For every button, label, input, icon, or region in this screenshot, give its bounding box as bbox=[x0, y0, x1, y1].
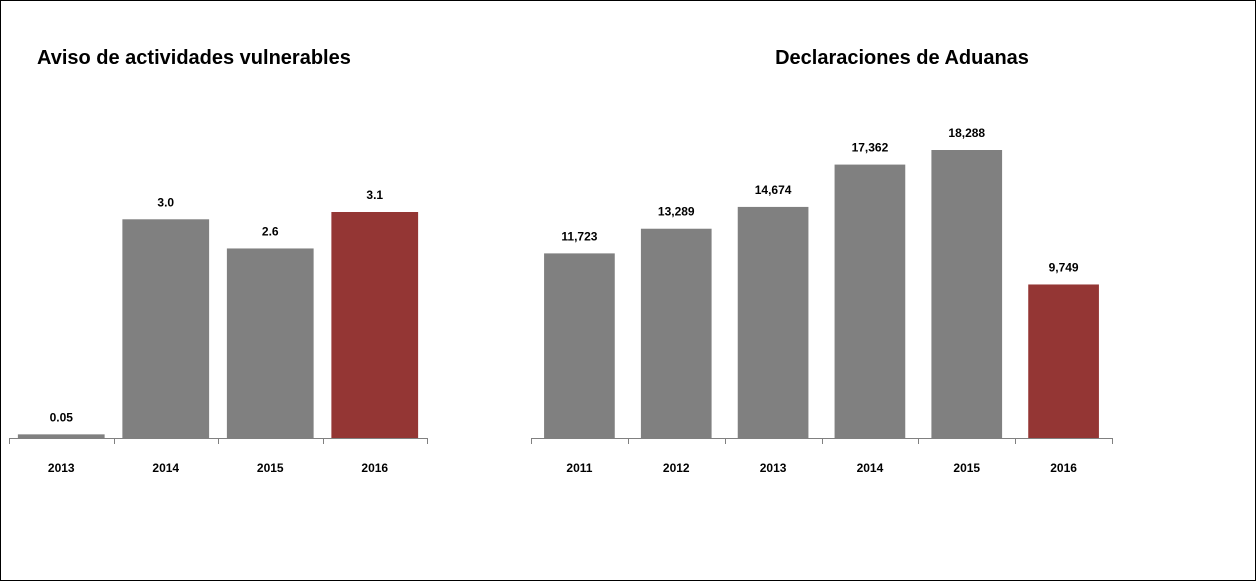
data-label-aduanas: 17,362 bbox=[852, 141, 889, 155]
chart-title-aduanas: Declaraciones de Aduanas bbox=[775, 47, 1029, 69]
x-tick-label-aduanas: 2011 bbox=[566, 461, 592, 475]
bar-aviso-2014 bbox=[122, 219, 210, 438]
bar-aviso-2016 bbox=[331, 212, 419, 438]
data-label-aviso: 3.1 bbox=[366, 188, 383, 202]
data-label-aviso: 3.0 bbox=[157, 195, 174, 209]
x-tick-label-aduanas: 2012 bbox=[663, 461, 690, 475]
x-tick-label-aduanas: 2016 bbox=[1050, 461, 1077, 475]
data-label-aviso: 2.6 bbox=[262, 224, 279, 238]
x-tick-label-aviso: 2014 bbox=[152, 461, 179, 475]
bar-aduanas-2014 bbox=[834, 164, 906, 438]
data-label-aviso: 0.05 bbox=[50, 410, 74, 424]
data-label-aduanas: 14,674 bbox=[755, 183, 792, 197]
bar-aduanas-2013 bbox=[737, 206, 809, 438]
x-tick-label-aduanas: 2015 bbox=[953, 461, 980, 475]
data-label-aduanas: 13,289 bbox=[658, 205, 695, 219]
x-tick-label-aduanas: 2014 bbox=[857, 461, 884, 475]
x-tick-label-aduanas: 2013 bbox=[760, 461, 787, 475]
x-tick-label-aviso: 2015 bbox=[257, 461, 284, 475]
bar-aduanas-2016 bbox=[1028, 284, 1099, 438]
x-tick-label-aviso: 2016 bbox=[361, 461, 388, 475]
bar-aduanas-2012 bbox=[640, 228, 712, 438]
x-tick-label-aviso: 2013 bbox=[48, 461, 75, 475]
chart-title-aviso: Aviso de actividades vulnerables bbox=[37, 47, 351, 69]
bar-aviso-2015 bbox=[226, 248, 314, 438]
data-label-aduanas: 9,749 bbox=[1049, 260, 1079, 274]
bar-aduanas-2011 bbox=[544, 253, 615, 438]
data-label-aduanas: 11,723 bbox=[561, 229, 597, 243]
bar-aviso-2013 bbox=[17, 434, 105, 438]
bar-aduanas-2015 bbox=[931, 150, 1003, 438]
data-label-aduanas: 18,288 bbox=[948, 126, 985, 140]
